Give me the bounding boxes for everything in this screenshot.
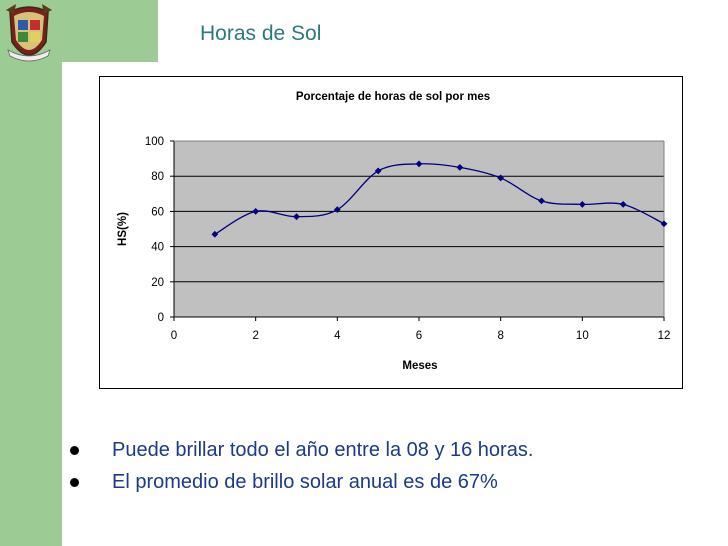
bullet-text: El promedio de brillo solar anual es de … <box>112 471 498 493</box>
line-chart: Porcentaje de horas de sol por mes Meses… <box>117 91 671 372</box>
bullet-dot-icon <box>70 478 79 487</box>
x-tick-label: 8 <box>497 330 503 342</box>
x-tick-label: 12 <box>658 330 671 342</box>
series-line <box>214 163 665 235</box>
y-tick-label: 40 <box>151 242 164 254</box>
y-tick-label: 80 <box>151 171 164 183</box>
data-point <box>211 230 219 238</box>
page-title: Horas de Sol <box>200 22 322 45</box>
x-tick-label: 4 <box>334 330 341 342</box>
university-crest-icon <box>6 4 52 62</box>
data-point <box>538 197 545 205</box>
bullet-dot-icon <box>70 446 79 455</box>
y-tick-label: 0 <box>158 312 164 324</box>
data-point <box>333 206 341 214</box>
x-tick-label: 2 <box>252 330 258 342</box>
data-point <box>252 208 260 215</box>
x-axis-label: Meses <box>402 360 437 372</box>
x-tick-label: 10 <box>576 330 589 342</box>
data-point <box>578 200 586 208</box>
bullet-text: Puede brillar todo el año entre la 08 y … <box>112 439 534 461</box>
data-point <box>619 200 627 208</box>
y-axis-label: HS(%) <box>117 212 129 246</box>
data-point <box>660 220 668 228</box>
y-tick-label: 100 <box>145 136 164 148</box>
y-tick-label: 20 <box>151 277 164 289</box>
sidebar-band <box>0 0 62 546</box>
y-tick-label: 60 <box>151 206 164 218</box>
x-tick-label: 0 <box>171 330 177 342</box>
data-point <box>374 167 382 175</box>
plot-area <box>174 141 664 317</box>
chart-title: Porcentaje de horas de sol por mes <box>296 91 490 103</box>
data-point <box>415 160 423 168</box>
data-point <box>456 164 464 171</box>
data-point <box>497 174 505 182</box>
x-tick-label: 6 <box>416 330 422 342</box>
